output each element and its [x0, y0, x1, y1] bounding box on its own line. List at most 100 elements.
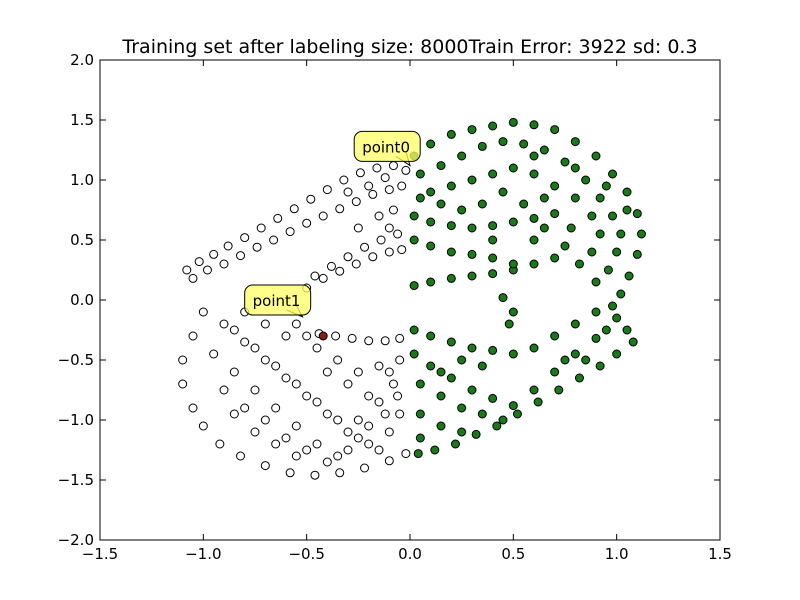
data-point-white — [285, 468, 295, 478]
y-tick-label: 1.0 — [70, 171, 94, 189]
data-point-green — [622, 205, 632, 215]
y-tick-label: 2.0 — [70, 51, 94, 69]
data-point-white — [331, 331, 341, 341]
data-point-green — [467, 385, 477, 395]
data-point-white — [384, 223, 394, 233]
data-point-green — [436, 421, 446, 431]
data-point-green — [529, 259, 539, 269]
data-point-white — [178, 355, 188, 365]
data-point-green — [616, 289, 626, 299]
data-point-white — [353, 415, 363, 425]
data-point-green — [457, 151, 467, 161]
data-point-white — [333, 415, 343, 425]
data-point-green — [550, 253, 560, 263]
data-point-green — [519, 199, 529, 209]
data-point-white — [335, 468, 345, 478]
data-point-green — [508, 117, 518, 127]
data-point-white — [333, 451, 343, 461]
data-point-green — [612, 313, 622, 323]
data-point-green — [488, 221, 498, 231]
data-point-white — [302, 445, 312, 455]
data-point-green — [560, 241, 570, 251]
data-point-green — [488, 253, 498, 263]
data-point-green — [622, 187, 632, 197]
data-point-white — [384, 367, 394, 377]
data-point-white — [273, 213, 283, 223]
data-point-green — [570, 319, 580, 329]
data-point-white — [271, 439, 281, 449]
data-point-green — [603, 265, 613, 275]
data-point-white — [281, 433, 291, 443]
data-point-green — [581, 175, 591, 185]
data-point-white — [401, 165, 411, 175]
data-point-green — [533, 397, 543, 407]
data-point-white — [351, 197, 361, 207]
data-point-white — [335, 204, 345, 214]
data-point-white — [240, 403, 250, 413]
data-point-white — [355, 168, 365, 178]
chart-title: Training set after labeling size: 8000Tr… — [121, 36, 697, 58]
data-point-white — [310, 271, 320, 281]
data-point-white — [335, 266, 345, 276]
data-point-white — [351, 259, 361, 269]
data-point-white — [364, 336, 374, 346]
data-point-green — [436, 161, 446, 171]
y-tick-label: −1.0 — [58, 411, 94, 429]
data-point-white — [182, 265, 192, 275]
data-point-white — [343, 427, 353, 437]
data-point-white — [302, 391, 312, 401]
x-tick-label: 0.0 — [398, 545, 422, 563]
data-point-white — [312, 343, 322, 353]
data-point-green — [450, 439, 460, 449]
data-point-green — [508, 259, 518, 269]
x-tick-label: −1.5 — [82, 545, 118, 563]
data-point-white — [271, 403, 281, 413]
data-point-green — [477, 199, 487, 209]
data-point-white — [395, 333, 405, 343]
data-point-white — [326, 261, 336, 271]
data-point-green — [529, 151, 539, 161]
data-point-green — [508, 349, 518, 359]
data-point-green — [632, 249, 642, 259]
y-tick-label: 0.5 — [70, 231, 94, 249]
data-point-white — [322, 185, 332, 195]
data-point-white — [240, 233, 250, 243]
annotation-point1: point1 — [244, 284, 312, 318]
x-tick-label: 1.0 — [605, 545, 629, 563]
data-point-white — [215, 439, 225, 449]
data-point-white — [236, 451, 246, 461]
data-point-white — [209, 249, 219, 259]
data-point-green — [608, 301, 618, 311]
data-point-green — [498, 137, 508, 147]
data-point-green — [612, 247, 622, 257]
data-point-white — [198, 307, 208, 317]
data-point-white — [393, 391, 403, 401]
y-tick-label: −2.0 — [58, 531, 94, 549]
x-tick-label: 1.5 — [708, 545, 732, 563]
data-point-green — [608, 169, 618, 179]
data-point-white — [269, 235, 279, 245]
data-point-green — [488, 121, 498, 131]
data-point-green — [612, 349, 622, 359]
data-point-green — [529, 235, 539, 245]
data-point-green — [512, 409, 522, 419]
data-point-green — [591, 277, 601, 287]
data-point-white — [401, 449, 411, 459]
data-point-white — [360, 242, 370, 252]
data-point-white — [376, 235, 386, 245]
annotation-label: point1 — [253, 292, 301, 310]
data-point-white — [364, 421, 374, 431]
data-point-white — [291, 319, 301, 329]
data-point-green — [581, 355, 591, 365]
data-point-white — [343, 379, 353, 389]
data-point-green — [591, 333, 601, 343]
annotation-point0: point0 — [353, 130, 421, 167]
data-point-white — [384, 456, 394, 466]
data-point-green — [632, 209, 642, 219]
data-point-white — [380, 336, 390, 346]
data-point-green — [636, 229, 646, 239]
data-point-green — [550, 209, 560, 219]
data-point-white — [219, 385, 229, 395]
